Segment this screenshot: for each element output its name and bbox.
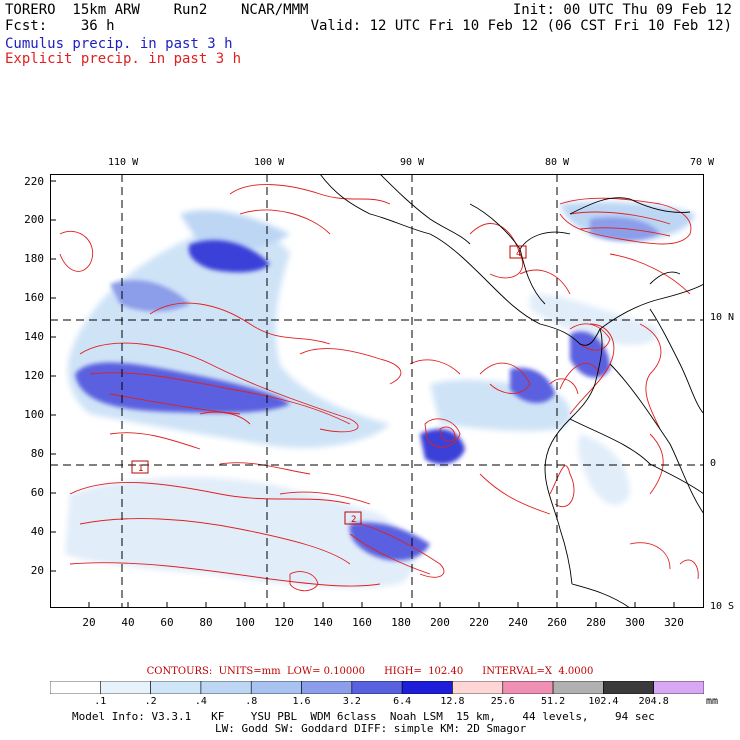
station-label-1: 1 — [138, 464, 143, 474]
y-tick-180: 180 — [24, 252, 44, 265]
y-tick-40: 40 — [30, 525, 44, 538]
lon-label-70w: 70 W — [690, 157, 715, 168]
station-label-2: 2 — [351, 515, 356, 525]
x-tick-160: 160 — [352, 616, 372, 629]
x-tick-260: 260 — [547, 616, 567, 629]
color-bin-0 — [50, 681, 101, 694]
y-tick-200: 200 — [24, 213, 44, 226]
model-info-line1: Model Info: V3.3.1 KF YSU PBL WDM 6class… — [72, 710, 655, 723]
y-tick-80: 80 — [30, 447, 44, 460]
color-bin-9 — [502, 681, 554, 694]
x-tick-200: 200 — [430, 616, 450, 629]
color-bin-12 — [653, 681, 704, 694]
y-tick-60: 60 — [30, 486, 44, 499]
color-bin-7 — [401, 681, 453, 694]
color-bar-label: 51.2 — [541, 696, 566, 707]
x-tick-120: 120 — [274, 616, 294, 629]
explicit-precip-title: Explicit precip. in past 3 h — [5, 51, 242, 67]
x-tick-240: 240 — [508, 616, 528, 629]
model-title: TORERO 15km ARW Run2 NCAR/MMM — [5, 2, 309, 18]
color-bin-11 — [603, 681, 654, 694]
lon-label-100w: 100 W — [254, 157, 285, 168]
x-tick-80: 80 — [199, 616, 213, 629]
x-tick-320: 320 — [664, 616, 684, 629]
y-tick-100: 100 — [24, 408, 44, 421]
color-bin-2 — [150, 681, 202, 694]
coastlines — [319, 174, 704, 608]
cumulus-precip-title: Cumulus precip. in past 3 h — [5, 36, 233, 52]
lat-label-10n: 10 N — [710, 312, 735, 323]
color-bin-6 — [351, 681, 403, 694]
color-bin-5 — [301, 681, 353, 694]
y-tick-160: 160 — [24, 291, 44, 304]
x-tick-220: 220 — [469, 616, 489, 629]
color-bin-1 — [100, 681, 151, 694]
color-bar-label: 3.2 — [342, 696, 361, 707]
x-tick-140: 140 — [313, 616, 333, 629]
color-bin-8 — [452, 681, 504, 694]
x-tick-20: 20 — [82, 616, 96, 629]
model-info-line2: LW: Godd SW: Goddard DIFF: simple KM: 2D… — [215, 722, 527, 735]
color-bar-unit: mm — [706, 696, 719, 707]
color-bin-4 — [250, 681, 302, 694]
map-frame — [50, 174, 704, 608]
color-bar-label: 6.4 — [393, 696, 412, 707]
y-tick-220: 220 — [24, 175, 44, 188]
x-tick-300: 300 — [625, 616, 645, 629]
precip-map: 4 1 2 — [50, 174, 704, 608]
lat-lon-grid — [50, 174, 704, 608]
x-tick-100: 100 — [235, 616, 255, 629]
explicit-precip-contours — [59, 184, 699, 592]
color-bar-label: 12.8 — [440, 696, 465, 707]
lat-label-0: 0 — [710, 458, 717, 469]
forecast-hour: Fcst: 36 h — [5, 18, 115, 34]
lon-label-110w: 110 W — [108, 157, 139, 168]
color-bar-label: .8 — [245, 696, 258, 707]
lat-label-10s: 10 S — [710, 601, 735, 612]
x-tick-180: 180 — [391, 616, 411, 629]
x-tick-280: 280 — [586, 616, 606, 629]
color-bar-label: .1 — [94, 696, 107, 707]
color-bar-label: .4 — [194, 696, 207, 707]
lon-label-90w: 90 W — [400, 157, 425, 168]
color-bar-label: 25.6 — [490, 696, 515, 707]
init-time: Init: 00 UTC Thu 09 Feb 12 — [512, 2, 732, 18]
contours-info: CONTOURS: UNITS=mm LOW= 0.10000 HIGH= 10… — [146, 666, 594, 677]
y-tick-140: 140 — [24, 330, 44, 343]
color-bar-label: 1.6 — [292, 696, 311, 707]
color-bar — [50, 681, 704, 694]
y-tick-20: 20 — [30, 564, 44, 577]
x-tick-40: 40 — [121, 616, 135, 629]
valid-time: Valid: 12 UTC Fri 10 Feb 12 (06 CST Fri … — [310, 18, 732, 34]
color-bar-label: .2 — [144, 696, 157, 707]
lon-label-80w: 80 W — [545, 157, 570, 168]
station-markers: 4 1 2 — [131, 245, 527, 525]
y-tick-120: 120 — [24, 369, 44, 382]
color-bin-3 — [200, 681, 252, 694]
color-bar-label: 102.4 — [588, 696, 619, 707]
color-bin-10 — [552, 681, 604, 694]
station-label-4: 4 — [516, 249, 521, 259]
x-tick-60: 60 — [160, 616, 174, 629]
color-bar-label: 204.8 — [638, 696, 669, 707]
